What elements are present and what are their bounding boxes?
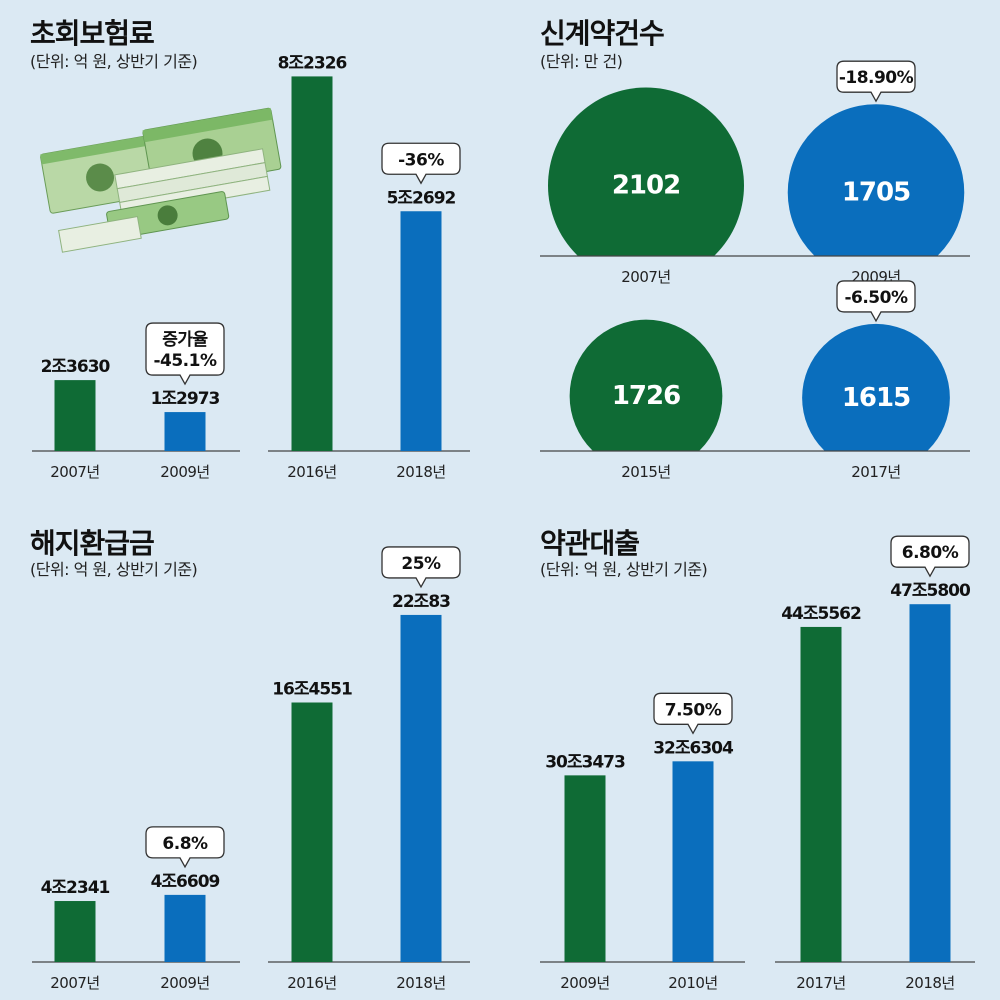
bar-2009년	[164, 412, 206, 451]
change-rate-callout: -18.90%	[836, 60, 916, 103]
data-label: 44조5562	[781, 604, 861, 624]
x-tick-label: 2009년	[160, 463, 209, 481]
x-tick-label: 2015년	[621, 463, 670, 481]
callout-box	[145, 826, 225, 869]
data-label: 4조6609	[151, 872, 220, 892]
x-tick-label: 2018년	[396, 974, 445, 992]
change-rate-callout: 6.80%	[890, 535, 970, 578]
x-tick-label: 2007년	[50, 974, 99, 992]
chart-title-policy-loans: 약관대출	[540, 527, 640, 560]
data-label: 22조83	[392, 592, 450, 612]
callout-text: -45.1%	[153, 351, 216, 371]
change-rate-callout: 25%	[381, 546, 461, 589]
chart-unit-new-contracts: (단위: 만 건)	[540, 52, 623, 71]
change-rate-callout: -6.50%	[836, 280, 916, 323]
x-tick-label: 2009년	[560, 974, 609, 992]
callout-text: 증가율	[162, 330, 208, 350]
data-label: 2조3630	[41, 357, 111, 377]
callout-box	[381, 546, 461, 589]
bar-2017년	[800, 626, 842, 962]
callout-text: -18.90%	[839, 68, 914, 88]
x-tick-label: 2007년	[621, 268, 670, 286]
data-label: 47조5800	[890, 581, 971, 601]
callout-text: -6.50%	[844, 288, 907, 308]
callout-text: 6.80%	[902, 543, 959, 563]
callout-box	[836, 280, 916, 323]
data-label: 8조2326	[278, 53, 347, 73]
x-tick-label: 2010년	[668, 974, 717, 992]
x-tick-label: 2018년	[905, 974, 954, 992]
chart-title-new-contracts: 신계약건수	[540, 17, 665, 50]
bubble-value-label: 1726	[612, 381, 680, 411]
data-label: 16조4551	[272, 680, 352, 700]
bar-2016년	[291, 702, 333, 962]
callout-text: 7.50%	[665, 700, 722, 720]
bar-2009년	[164, 894, 206, 962]
bar-2018년	[400, 614, 442, 962]
callout-box	[381, 142, 461, 185]
callout-text: 25%	[401, 554, 441, 574]
chart-unit-policy-loans: (단위: 억 원, 상반기 기준)	[540, 560, 708, 579]
data-label: 4조2341	[41, 878, 110, 898]
chart-title-surrender-refund: 해지환급금	[30, 527, 155, 560]
x-tick-label: 2016년	[287, 463, 336, 481]
change-rate-callout: 증가율-45.1%	[145, 322, 225, 386]
bubble-2017년	[802, 323, 950, 451]
callout-text: 6.8%	[162, 834, 208, 854]
bar-2010년	[672, 761, 714, 962]
bubble-2009년	[787, 104, 965, 256]
bar-2007년	[54, 380, 96, 451]
callout-box	[890, 535, 970, 578]
x-tick-label: 2017년	[851, 463, 900, 481]
x-tick-label: 2007년	[50, 463, 99, 481]
bubble-value-label: 1615	[842, 383, 910, 413]
callout-text: -36%	[398, 150, 444, 170]
bar-2018년	[909, 604, 951, 962]
data-label: 1조2973	[151, 389, 220, 409]
x-tick-label: 2017년	[796, 974, 845, 992]
change-rate-callout: 6.8%	[145, 826, 225, 869]
bubble-2007년	[548, 87, 744, 256]
bar-2009년	[564, 775, 606, 962]
korean-banknote-stack-icon	[40, 107, 282, 253]
chart-unit-surrender-refund: (단위: 억 원, 상반기 기준)	[30, 560, 198, 579]
bubble-2015년	[569, 319, 723, 451]
change-rate-callout: 7.50%	[653, 692, 733, 735]
data-label: 30조3473	[545, 752, 625, 772]
callout-box	[836, 60, 916, 103]
x-tick-label: 2009년	[160, 974, 209, 992]
change-rate-callout: -36%	[381, 142, 461, 185]
chart-unit-initial-premium: (단위: 억 원, 상반기 기준)	[30, 52, 198, 71]
bubble-value-label: 2102	[612, 170, 680, 200]
chart-title-initial-premium: 초회보험료	[30, 17, 155, 50]
x-tick-label: 2018년	[396, 463, 445, 481]
bar-2007년	[54, 901, 96, 962]
x-tick-label: 2016년	[287, 974, 336, 992]
data-label: 5조2692	[387, 188, 456, 208]
bubble-value-label: 1705	[842, 177, 910, 207]
callout-box	[145, 322, 225, 386]
callout-box	[653, 692, 733, 735]
bar-2018년	[400, 211, 442, 451]
data-label: 32조6304	[653, 738, 734, 758]
bar-2016년	[291, 76, 333, 452]
